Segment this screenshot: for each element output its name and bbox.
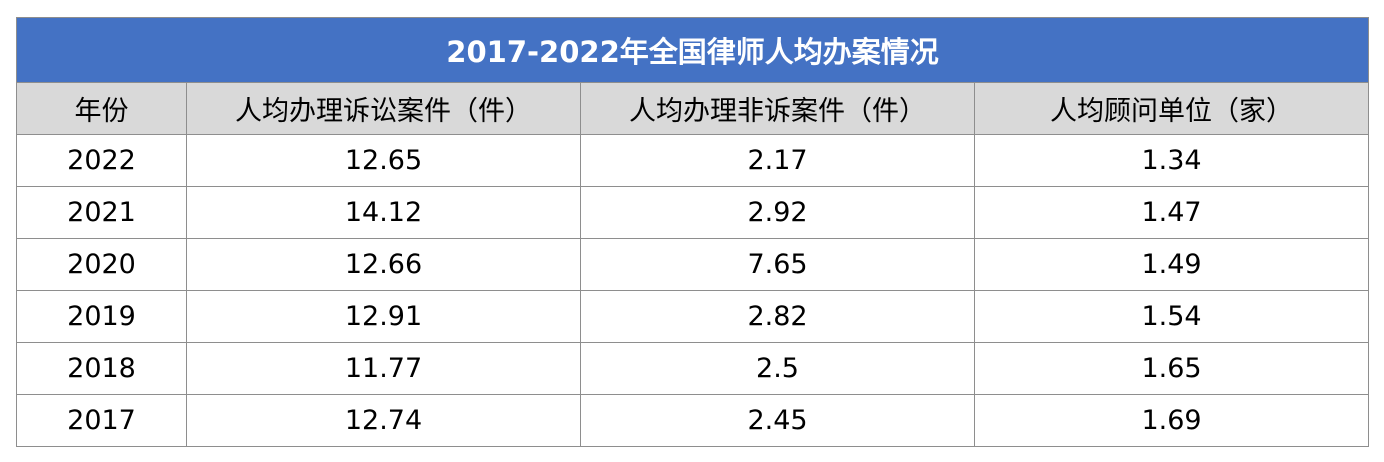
column-header-advisory-clients: 人均顾问单位（家） bbox=[973, 82, 1370, 135]
cell-year: 2020 bbox=[16, 238, 187, 291]
title-row: 2017-2022年全国律师人均办案情况 bbox=[15, 17, 1370, 83]
table-body: 2022 12.65 2.17 1.34 2021 14.12 2.92 1.47 2020 12… bbox=[16, 134, 1370, 447]
cell-advisory-clients: 1.65 bbox=[973, 342, 1370, 395]
table-row: 2021 14.12 2.92 1.47 bbox=[16, 186, 1370, 239]
cell-advisory-clients: 1.34 bbox=[973, 134, 1370, 187]
cell-non-litigation-cases: 2.92 bbox=[580, 186, 975, 239]
cell-advisory-clients: 1.47 bbox=[973, 186, 1370, 239]
column-header-year: 年份 bbox=[16, 82, 187, 135]
cell-advisory-clients: 1.49 bbox=[973, 238, 1370, 291]
cell-advisory-clients: 1.69 bbox=[973, 394, 1370, 447]
cell-non-litigation-cases: 2.5 bbox=[580, 342, 975, 395]
cell-year: 2018 bbox=[16, 342, 187, 395]
cell-litigation-cases: 12.91 bbox=[186, 290, 581, 343]
cell-year: 2021 bbox=[16, 186, 187, 239]
lawyer-caseload-table: 2017-2022年全国律师人均办案情况 年份 人均办理诉讼案件（件） 人均办理… bbox=[15, 17, 1370, 447]
table-row: 2017 12.74 2.45 1.69 bbox=[16, 394, 1370, 447]
cell-litigation-cases: 12.65 bbox=[186, 134, 581, 187]
data-table-container: 2017-2022年全国律师人均办案情况 年份 人均办理诉讼案件（件） 人均办理… bbox=[15, 17, 1370, 447]
table-row: 2018 11.77 2.5 1.65 bbox=[16, 342, 1370, 395]
cell-non-litigation-cases: 2.17 bbox=[580, 134, 975, 187]
table-row: 2019 12.91 2.82 1.54 bbox=[16, 290, 1370, 343]
cell-litigation-cases: 14.12 bbox=[186, 186, 581, 239]
cell-advisory-clients: 1.54 bbox=[973, 290, 1370, 343]
column-header-non-litigation-cases: 人均办理非诉案件（件） bbox=[580, 82, 975, 135]
cell-litigation-cases: 12.66 bbox=[186, 238, 581, 291]
column-header-litigation-cases: 人均办理诉讼案件（件） bbox=[186, 82, 581, 135]
cell-non-litigation-cases: 2.82 bbox=[580, 290, 975, 343]
cell-year: 2019 bbox=[16, 290, 187, 343]
cell-litigation-cases: 12.74 bbox=[186, 394, 581, 447]
cell-year: 2017 bbox=[16, 394, 187, 447]
header-row: 年份 人均办理诉讼案件（件） 人均办理非诉案件（件） 人均顾问单位（家） bbox=[16, 82, 1370, 135]
cell-year: 2022 bbox=[16, 134, 187, 187]
table-title: 2017-2022年全国律师人均办案情况 bbox=[15, 17, 1370, 83]
cell-litigation-cases: 11.77 bbox=[186, 342, 581, 395]
table-row: 2020 12.66 7.65 1.49 bbox=[16, 238, 1370, 291]
table-row: 2022 12.65 2.17 1.34 bbox=[16, 134, 1370, 187]
cell-non-litigation-cases: 2.45 bbox=[580, 394, 975, 447]
cell-non-litigation-cases: 7.65 bbox=[580, 238, 975, 291]
